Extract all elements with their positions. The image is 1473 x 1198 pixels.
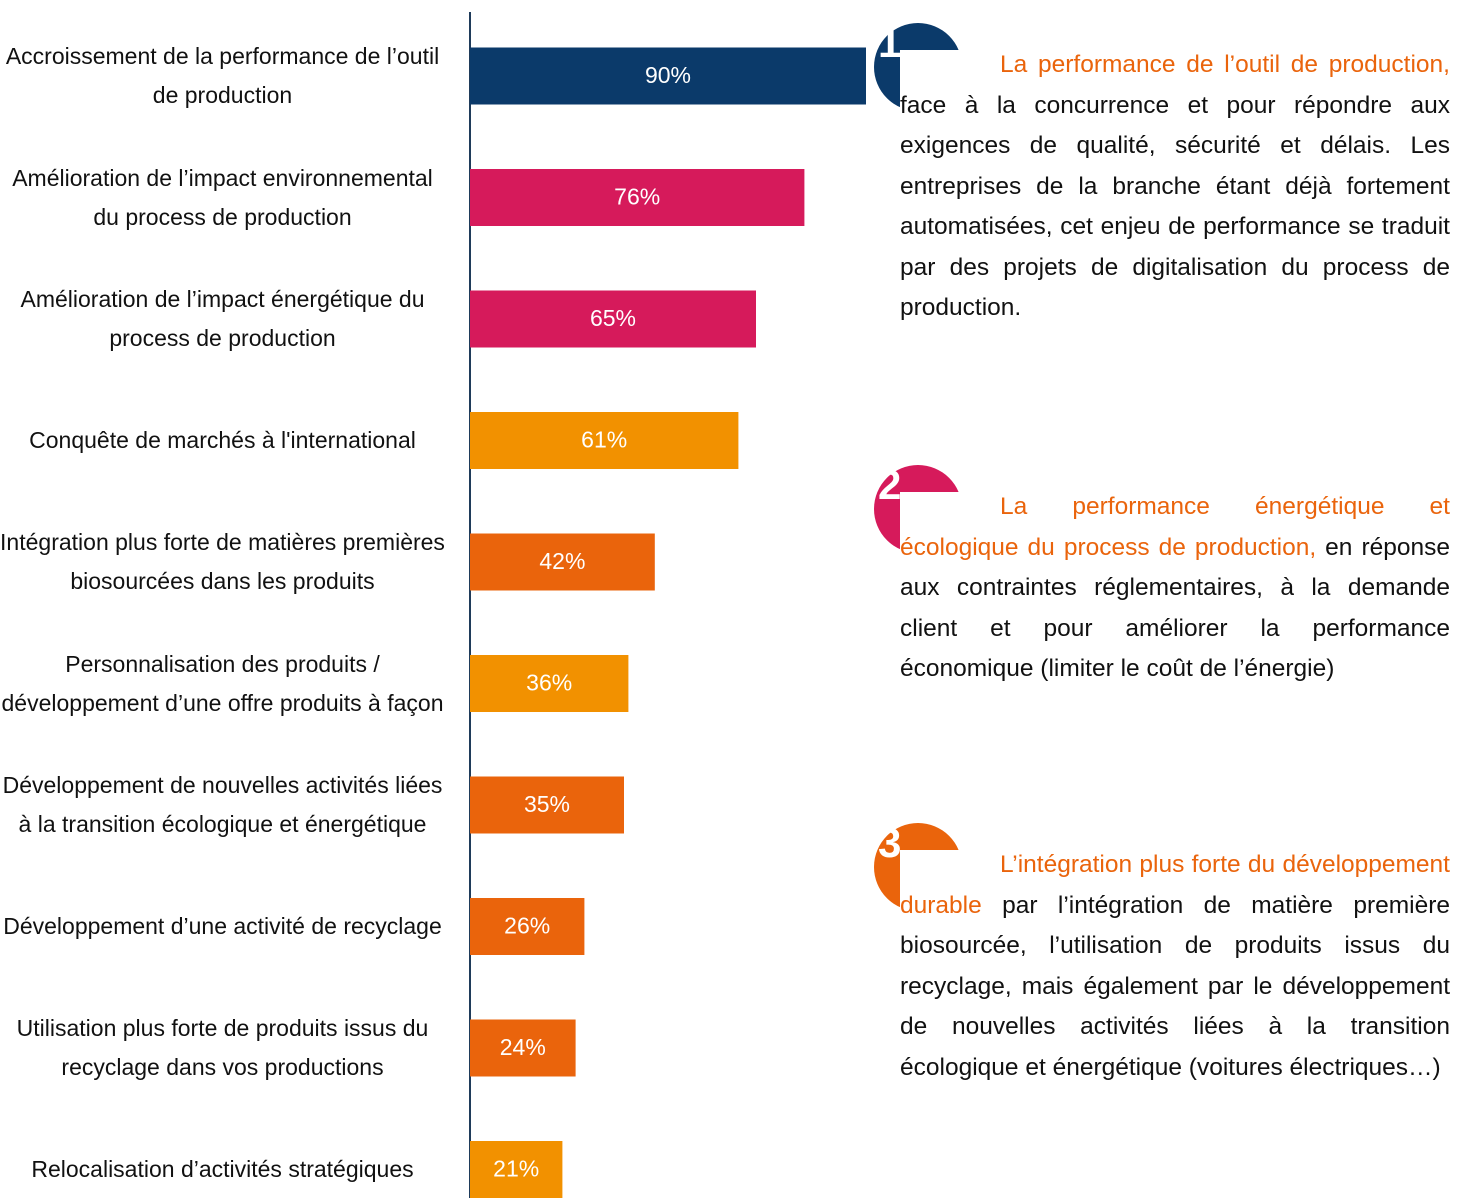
bar <box>470 169 805 226</box>
category-label: Intégration plus forte de matières premi… <box>0 529 445 594</box>
category-label: Amélioration de l’impact environnemental… <box>12 164 433 230</box>
bar <box>470 290 756 348</box>
category-label: Conquête de marchés à l'international <box>29 427 416 453</box>
bar <box>470 898 585 955</box>
annotation-text: La performance énergétique et écologique… <box>900 487 1450 690</box>
category-label: Personnalisation des produits / développ… <box>1 650 444 716</box>
badge-number: 2 <box>878 461 902 508</box>
annotation-body: par l’intégration de matière première bi… <box>900 891 1450 1081</box>
value-label: 65% <box>590 305 636 331</box>
annotation-highlight: La performance énergétique et écologique… <box>900 493 1450 561</box>
badge-mask <box>900 850 1010 920</box>
value-label: 35% <box>524 791 570 817</box>
bar <box>470 776 624 834</box>
value-label: 42% <box>539 548 585 574</box>
bar <box>470 412 739 469</box>
value-label: 61% <box>581 427 627 453</box>
value-label: 26% <box>504 913 550 939</box>
bar <box>470 533 655 591</box>
value-label: 24% <box>500 1034 546 1060</box>
category-label: Amélioration de l’impact énergétique du … <box>20 286 425 351</box>
badge-mask <box>900 50 1010 120</box>
bar <box>470 1141 563 1198</box>
category-label: Accroissement de la performance de l’out… <box>5 43 440 108</box>
annotation-text: L’intégration plus forte du développemen… <box>900 845 1450 1088</box>
category-label: Relocalisation d’activités stratégiques <box>31 1156 414 1182</box>
value-label: 36% <box>526 670 572 696</box>
category-label: Développement d’une activité de recyclag… <box>3 913 442 939</box>
value-label: 76% <box>614 184 660 210</box>
value-label: 21% <box>493 1156 539 1182</box>
value-label: 90% <box>645 62 691 88</box>
annotation-text: La performance de l’outil de production,… <box>900 45 1450 329</box>
category-label: Utilisation plus forte de produits issus… <box>16 1015 429 1080</box>
annotation-highlight: L’intégration plus forte du développemen… <box>900 851 1450 919</box>
badge-number: 1 <box>878 19 902 66</box>
bar <box>470 47 866 105</box>
badge-number: 3 <box>878 819 902 866</box>
annotation-highlight: La performance de l’outil de production, <box>1000 51 1450 78</box>
annotation-body: en réponse aux contraintes réglementaire… <box>900 533 1450 683</box>
bar <box>470 1019 576 1077</box>
badge-mask <box>900 492 1010 562</box>
annotation-body: face à la concurrence et pour répondre a… <box>900 91 1450 322</box>
bar <box>470 655 629 712</box>
category-label: Développement de nouvelles activités lié… <box>2 772 443 837</box>
